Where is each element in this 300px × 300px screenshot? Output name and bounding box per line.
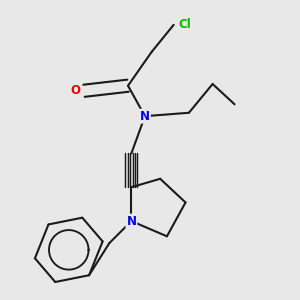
Text: Cl: Cl	[179, 18, 191, 31]
Text: N: N	[140, 110, 150, 123]
Text: O: O	[70, 84, 81, 97]
Text: N: N	[126, 214, 136, 228]
